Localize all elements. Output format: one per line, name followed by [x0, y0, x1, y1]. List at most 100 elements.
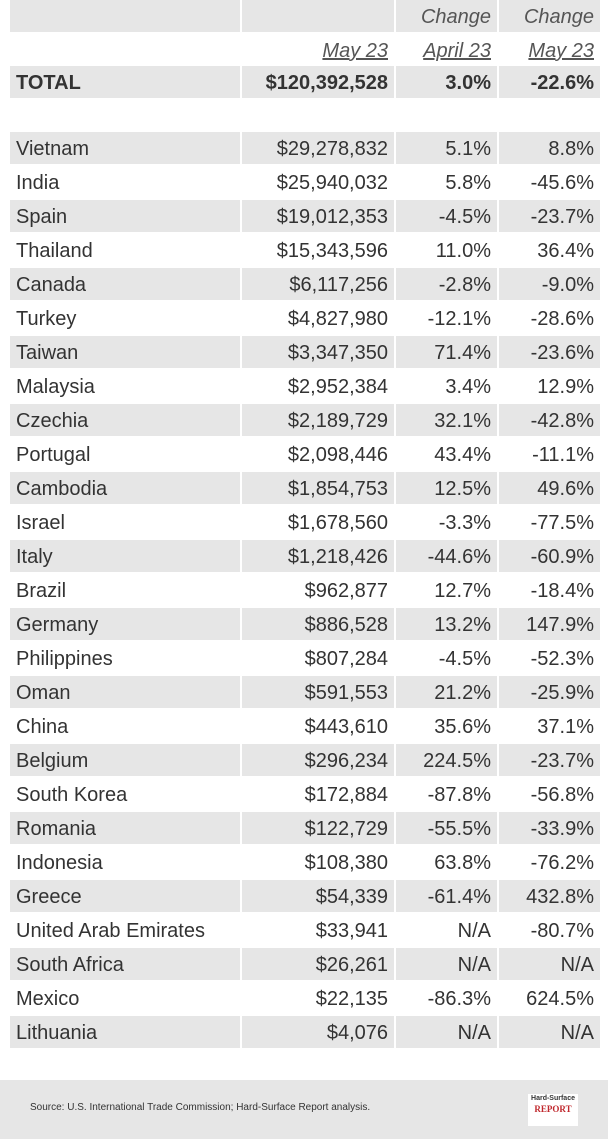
logo-text: REPORT: [534, 1104, 572, 1114]
table-cell: 43.4%: [434, 444, 491, 466]
table-cell: Israel: [16, 512, 65, 534]
table-cell: 13.2%: [396, 608, 497, 640]
table-cell: India: [16, 172, 60, 194]
table-cell: -12.1%: [427, 308, 491, 330]
table-cell: Malaysia: [16, 376, 95, 398]
table-cell: 21.2%: [396, 676, 497, 708]
table-cell: -23.7%: [499, 200, 600, 232]
table-cell: N/A: [499, 948, 600, 980]
table-cell: 49.6%: [499, 472, 600, 504]
table-cell: Romania: [10, 812, 240, 844]
table-cell: Portugal: [16, 444, 91, 466]
table-cell: -9.0%: [499, 268, 600, 300]
table-cell: United Arab Emirates: [16, 920, 205, 942]
table-cell: -2.8%: [396, 268, 497, 300]
table-cell: $6,117,256: [242, 268, 394, 300]
table-cell: -77.5%: [530, 512, 594, 534]
table-cell: Cambodia: [10, 472, 240, 504]
table-cell: -4.5%: [438, 648, 491, 670]
table-cell: $54,339: [242, 880, 394, 912]
table-cell: 12.9%: [537, 376, 594, 398]
source-note: Source: U.S. International Trade Commiss…: [30, 1102, 371, 1113]
table-cell: $443,610: [304, 716, 388, 738]
logo: Hard-Surface REPORT: [528, 1094, 578, 1126]
table-cell: Italy: [10, 540, 240, 572]
table-cell: -56.8%: [530, 784, 594, 806]
table-cell: -33.9%: [499, 812, 600, 844]
table-cell: -11.1%: [532, 444, 594, 466]
table-cell: -23.7%: [499, 744, 600, 776]
table-cell: -87.8%: [427, 784, 491, 806]
table-cell: $962,877: [304, 580, 388, 602]
table-cell: N/A: [499, 1016, 600, 1048]
table-cell: -80.7%: [530, 920, 594, 942]
table-cell: $29,278,832: [242, 132, 394, 164]
header-cell: April 23: [423, 40, 491, 62]
table-cell: $807,284: [304, 648, 388, 670]
table-cell: $3,347,350: [242, 336, 394, 368]
table-cell: Vietnam: [10, 132, 240, 164]
total-cell: 3.0%: [396, 66, 497, 98]
table-cell: 37.1%: [537, 716, 594, 738]
table-cell: -76.2%: [530, 852, 594, 874]
table-cell: 35.6%: [434, 716, 491, 738]
table-cell: $2,098,446: [287, 444, 388, 466]
table-cell: $2,189,729: [242, 404, 394, 436]
table-cell: 5.8%: [445, 172, 491, 194]
table-cell: $33,941: [315, 920, 388, 942]
table-cell: South Africa: [10, 948, 240, 980]
total-cell: $120,392,528: [242, 66, 394, 98]
table-cell: 147.9%: [499, 608, 600, 640]
table-cell: $19,012,353: [242, 200, 394, 232]
table-cell: -42.8%: [499, 404, 600, 436]
table-cell: $1,678,560: [287, 512, 388, 534]
table-cell: Belgium: [10, 744, 240, 776]
table-cell: -18.4%: [530, 580, 594, 602]
header-cell: May 23: [528, 40, 594, 62]
table-cell: N/A: [396, 948, 497, 980]
table-cell: Greece: [10, 880, 240, 912]
table-cell: $2,952,384: [287, 376, 388, 398]
table-cell: China: [16, 716, 69, 738]
table-cell: Spain: [10, 200, 240, 232]
header-cell: May 23: [322, 40, 388, 62]
table-cell: $172,884: [304, 784, 388, 806]
table-cell: 624.5%: [526, 988, 594, 1010]
table-cell: N/A: [396, 1016, 497, 1048]
table-cell: 8.8%: [499, 132, 600, 164]
table-cell: 12.7%: [434, 580, 491, 602]
table-cell: -86.3%: [427, 988, 491, 1010]
table-cell: Canada: [10, 268, 240, 300]
table-cell: -25.9%: [499, 676, 600, 708]
table-cell: -52.3%: [530, 648, 594, 670]
table-cell: 36.4%: [537, 240, 594, 262]
table-cell: Taiwan: [10, 336, 240, 368]
table-cell: -3.3%: [438, 512, 491, 534]
table-cell: Czechia: [10, 404, 240, 436]
table-cell: Indonesia: [16, 852, 103, 874]
table-cell: -44.6%: [396, 540, 497, 572]
table-cell: Oman: [10, 676, 240, 708]
table-cell: -28.6%: [530, 308, 594, 330]
table-cell: 63.8%: [434, 852, 491, 874]
table-cell: -23.6%: [499, 336, 600, 368]
table-cell: 5.1%: [396, 132, 497, 164]
footer: Source: U.S. International Trade Commiss…: [0, 1080, 608, 1139]
table-cell: $296,234: [242, 744, 394, 776]
table-cell: $26,261: [242, 948, 394, 980]
table-cell: $1,854,753: [242, 472, 394, 504]
table-cell: N/A: [457, 920, 491, 942]
table-cell: 432.8%: [499, 880, 600, 912]
table-cell: $122,729: [242, 812, 394, 844]
table-cell: $4,827,980: [287, 308, 388, 330]
table-cell: 32.1%: [396, 404, 497, 436]
header-cell: Change: [396, 0, 497, 32]
table-cell: $4,076: [242, 1016, 394, 1048]
table-cell: $22,135: [315, 988, 388, 1010]
table-cell: $1,218,426: [242, 540, 394, 572]
table-cell: 12.5%: [396, 472, 497, 504]
logo-text: Hard-Surface: [531, 1095, 575, 1102]
table-cell: Germany: [10, 608, 240, 640]
table-cell: Philippines: [16, 648, 113, 670]
